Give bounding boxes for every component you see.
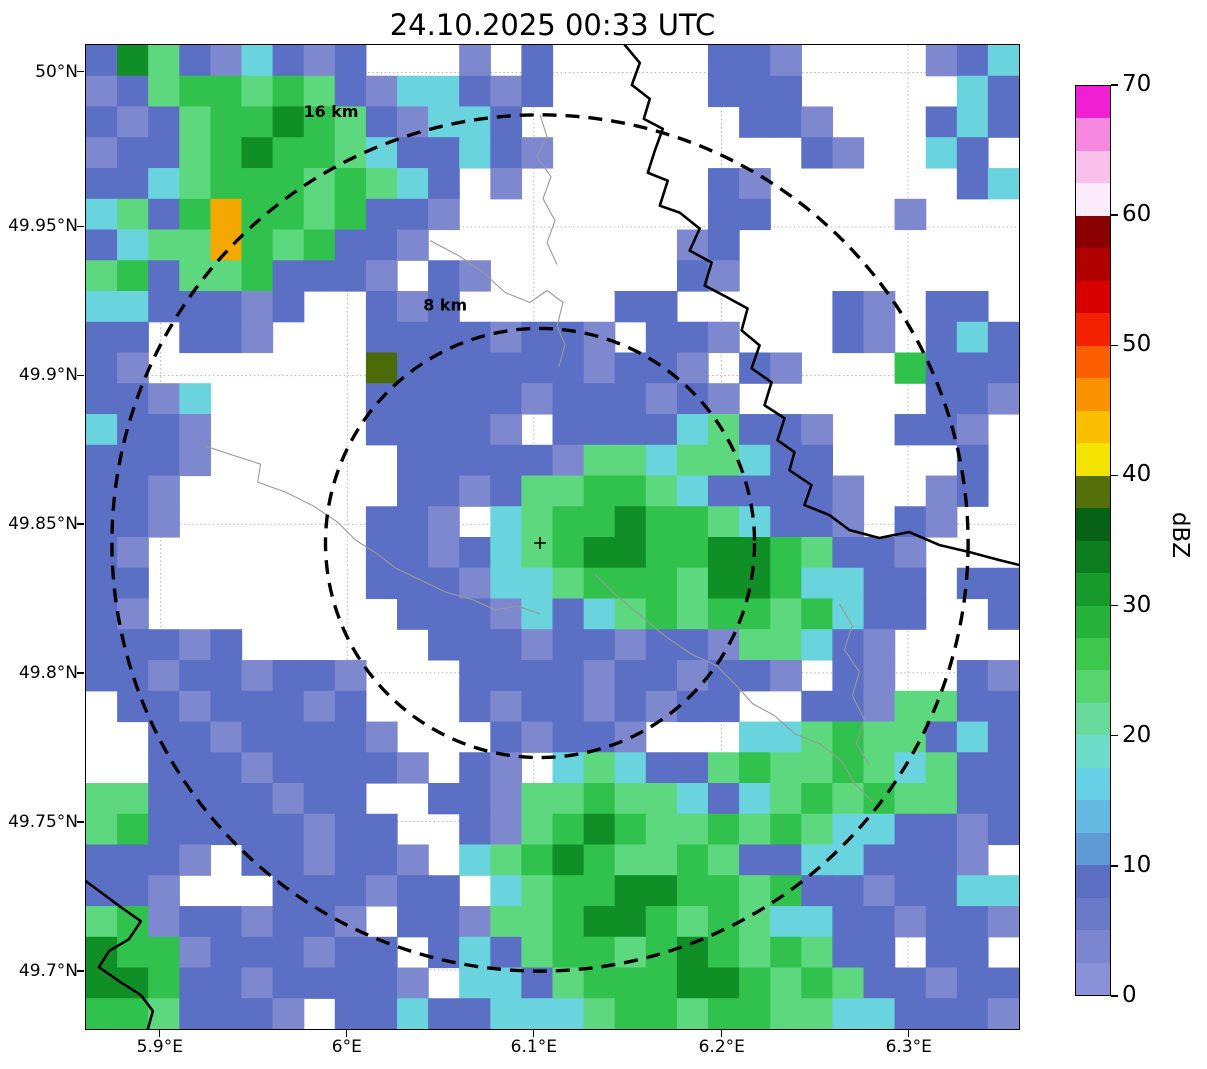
- colorbar-segment: [1076, 930, 1110, 963]
- y-axis-tick: [77, 225, 84, 228]
- colorbar-tick: [1111, 84, 1118, 86]
- river-line: [205, 445, 541, 615]
- colorbar-segment: [1076, 410, 1110, 444]
- colorbar-segment: [1076, 832, 1110, 866]
- colorbar-segment: [1076, 443, 1110, 476]
- radar-site-marker: [534, 537, 547, 549]
- range-ring-label: 16 km: [304, 102, 359, 121]
- colorbar-tick: [1111, 735, 1118, 737]
- x-axis-tick: [721, 1030, 723, 1037]
- country-border: [623, 45, 1019, 567]
- country-border: [86, 880, 155, 1029]
- colorbar-segment: [1076, 378, 1110, 411]
- y-axis-tick-label: 49.9°N: [18, 365, 78, 386]
- radar-map: 8 km 16 km: [85, 44, 1020, 1030]
- colorbar-tick: [1111, 865, 1118, 867]
- colorbar-segment: [1076, 767, 1110, 801]
- y-axis-tick: [77, 821, 84, 823]
- colorbar: [1075, 85, 1111, 996]
- colorbar-segment: [1076, 962, 1110, 996]
- colorbar-segment: [1076, 897, 1110, 931]
- reflectivity-cells: [86, 45, 1019, 1029]
- x-axis-tick: [159, 1030, 161, 1037]
- y-axis-tick-label: 50°N: [35, 61, 78, 82]
- x-axis-tick: [908, 1030, 910, 1037]
- colorbar-segment: [1076, 345, 1110, 379]
- x-axis-tick: [346, 1030, 348, 1037]
- colorbar-segment: [1076, 280, 1110, 314]
- y-axis-tick-label: 49.7°N: [18, 960, 78, 981]
- colorbar-segment: [1076, 150, 1110, 184]
- colorbar-segment: [1076, 313, 1110, 346]
- colorbar-segment: [1076, 508, 1110, 541]
- y-axis-tick-label: 49.85°N: [8, 514, 78, 535]
- colorbar-tick-label: 50: [1122, 331, 1152, 358]
- colorbar-segment: [1076, 865, 1110, 898]
- colorbar-segment: [1076, 215, 1110, 249]
- colorbar-segment: [1076, 637, 1110, 671]
- colorbar-segment: [1076, 248, 1110, 281]
- range-ring-label: 8 km: [423, 295, 467, 314]
- colorbar-tick: [1111, 474, 1118, 477]
- colorbar-segment: [1076, 605, 1110, 638]
- colorbar-segment: [1076, 118, 1110, 151]
- x-axis-tick-label: 5.9°E: [136, 1037, 183, 1057]
- x-axis-tick-label: 6.3°E: [885, 1037, 932, 1057]
- river-line: [430, 240, 566, 367]
- colorbar-segment: [1076, 540, 1110, 574]
- x-axis-tick: [533, 1030, 535, 1037]
- colorbar-unit-wrap: dBZ: [1158, 0, 1202, 1069]
- colorbar-tick: [1111, 604, 1118, 607]
- river-line: [536, 114, 558, 265]
- x-axis-tick-label: 6.2°E: [698, 1037, 745, 1057]
- reflectivity-plot: 8 km 16 km: [86, 45, 1019, 1029]
- colorbar-tick-label: 30: [1122, 591, 1152, 618]
- colorbar-segment: [1076, 670, 1110, 703]
- colorbar-segment: [1076, 475, 1110, 509]
- colorbar-segment: [1076, 800, 1110, 833]
- colorbar-segment: [1076, 735, 1110, 768]
- colorbar-unit-label: dBZ: [1167, 511, 1194, 558]
- colorbar-tick-label: 0: [1122, 982, 1137, 1008]
- y-axis-tick: [77, 523, 84, 525]
- colorbar-tick: [1111, 214, 1118, 216]
- y-axis-tick-label: 49.95°N: [8, 216, 78, 237]
- colorbar-segment: [1076, 86, 1110, 119]
- colorbar-tick-label: 70: [1122, 71, 1152, 97]
- colorbar-tick: [1111, 344, 1118, 346]
- colorbar-segment: [1076, 702, 1110, 736]
- colorbar-tick: [1111, 995, 1118, 997]
- colorbar-tick-label: 10: [1122, 851, 1152, 878]
- range-ring-8km: [323, 326, 757, 760]
- figure-title: 24.10.2025 00:33 UTC: [389, 8, 716, 42]
- x-axis-tick-label: 6.1°E: [510, 1037, 557, 1057]
- y-axis-tick: [77, 70, 84, 73]
- colorbar-segment: [1076, 183, 1110, 216]
- colorbar-tick-label: 20: [1122, 721, 1152, 748]
- y-axis-tick: [77, 672, 84, 674]
- colorbar-tick-label: 40: [1122, 461, 1152, 488]
- y-axis-tick-label: 49.8°N: [18, 663, 78, 684]
- x-axis-tick-label: 6°E: [331, 1037, 362, 1057]
- y-axis-tick: [77, 374, 84, 376]
- range-ring-16km: [110, 113, 970, 973]
- river-line: [838, 603, 870, 766]
- colorbar-tick-label: 60: [1122, 201, 1152, 228]
- river-line: [594, 573, 873, 802]
- y-axis-tick-label: 49.75°N: [8, 811, 78, 832]
- colorbar-segment: [1076, 573, 1110, 606]
- y-axis-tick: [77, 970, 84, 972]
